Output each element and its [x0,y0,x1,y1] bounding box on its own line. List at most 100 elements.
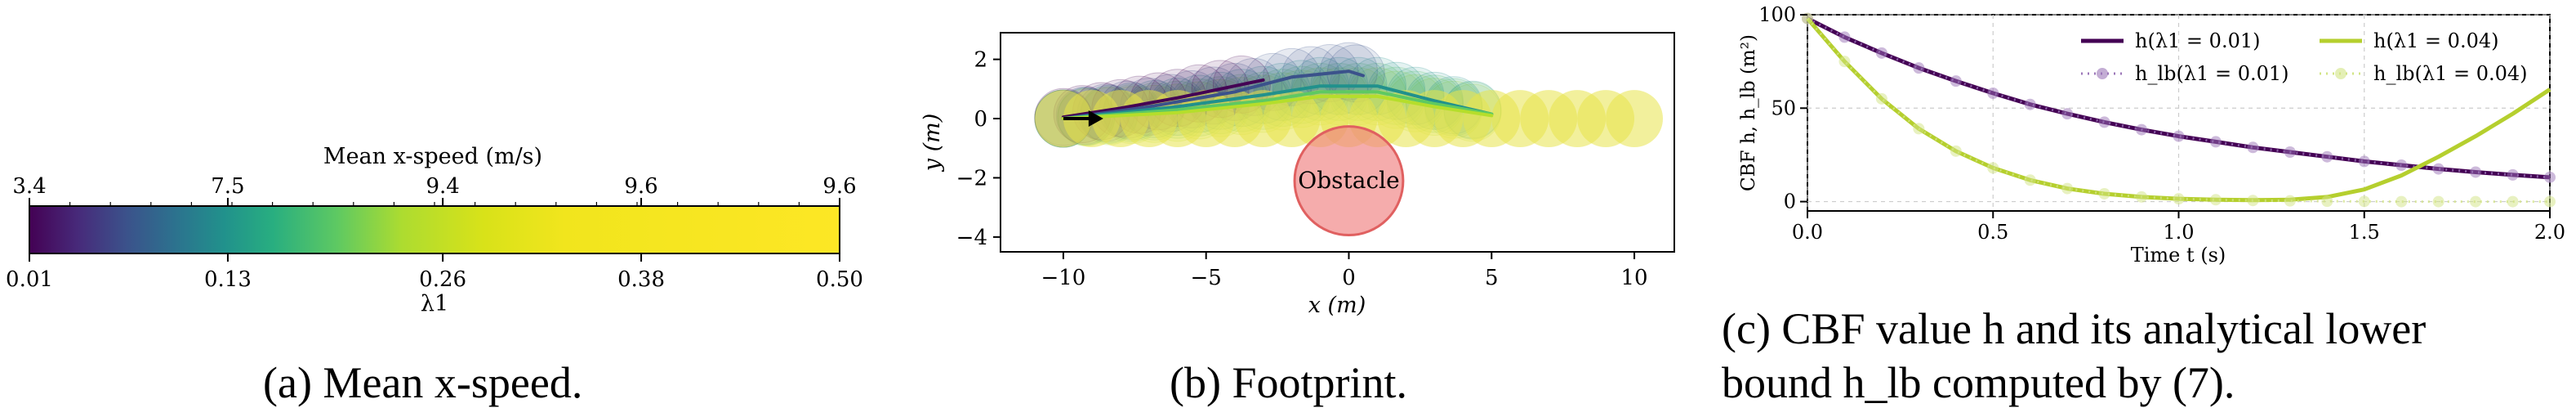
panel-b-footprint: Obstacle −10 −5 0 5 10 2 0 −2 −4 x (m) y (m) [920,32,1675,318]
cbf-series-marker [2470,195,2482,208]
footprint-xtick-label: −5 [1191,266,1222,290]
cbf-series-marker [1802,12,1813,25]
colorbar-top-tick-label: 9.6 [822,174,856,199]
cbf-series-marker [1987,162,1999,174]
cbf-series-marker [2284,146,2296,158]
footprint-ylabel: y (m) [920,114,945,173]
colorbar-top-tick-label: 9.6 [624,174,657,199]
legend-label: h(λ1 = 0.01) [2135,29,2260,52]
footprint-ytick-label: −4 [956,226,987,250]
cbf-series-dotted [1807,17,2551,179]
caption-c-line1: (c) CBF value h and its analytical lower [1722,304,2427,353]
panel-c-cbf: 0.0 0.5 1.0 1.5 2.0 0 50 100 h(λ1 = 0.01) h_lb(λ… [1738,3,2565,267]
footprint-xtick-label: 10 [1621,266,1648,290]
cbf-series-marker [2209,136,2222,148]
cbf-series-dotted [1806,17,2550,204]
cbf-series-marker [2321,195,2333,208]
cbf-series-marker [2396,195,2408,208]
cbf-series-marker [2098,116,2110,128]
footprint-axes-frame [1000,32,1675,253]
cbf-ytick-label: 0 [1784,191,1796,213]
caption-a: (a) Mean x-speed. [263,358,583,407]
trajectory-line [1061,78,1265,119]
cbf-xtick-label: 2.0 [2534,221,2565,244]
footprint-ytick-label: 2 [974,48,987,73]
cbf-series-marker [2136,123,2148,136]
cbf-series-marker [2432,195,2445,208]
cbf-series-marker [2061,108,2074,120]
cbf-series-marker [2470,166,2482,178]
cbf-series-marker [1950,145,1962,157]
footprint-xtick-label: −10 [1041,266,1085,290]
footprint-circle [1606,90,1664,147]
cbf-series-marker [1913,123,1925,135]
cbf-series-marker [2432,163,2445,175]
cbf-series-marker [2247,141,2259,154]
colorbar-gradient [29,205,840,254]
cbf-series-marker [2061,182,2074,195]
cbf-series-marker [1838,56,1851,68]
legend-label: h_lb(λ1 = 0.01) [2135,62,2289,85]
cbf-series-marker [2247,195,2259,207]
cbf-series-marker [2098,187,2110,200]
trajectory-line [1061,84,1494,120]
legend-swatch-marker [2335,68,2346,79]
cbf-series-marker [2284,195,2296,207]
footprint-xtick-label: 5 [1485,266,1499,290]
cbf-series-marker [1875,92,1887,105]
cbf-series-marker [2173,130,2185,142]
cbf-xtick-label: 1.0 [2163,221,2194,244]
footprint-xtick-label: 0 [1342,266,1356,290]
colorbar-top-tick-label: 9.4 [426,174,459,199]
colorbar-bottom-tick-label: 0.26 [419,267,466,292]
footprint-ytick-label: −2 [956,166,987,191]
cbf-series-marker [1913,62,1925,74]
cbf-xlabel: Time t (s) [2131,244,2226,267]
panel-a-colorbar: Mean x-speed (m/s) λ1 3.4 7.5 9.4 9.6 9.6 0.… [6,144,863,316]
caption-b: (b) Footprint. [1170,358,1407,407]
cbf-ytick-label: 50 [1771,96,1796,119]
trajectory-line [1061,90,1494,120]
cbf-ytick-label: 100 [1758,3,1796,26]
legend-label: h_lb(λ1 = 0.04) [2373,62,2528,85]
cbf-xtick-label: 0.5 [1977,221,2008,244]
cbf-series-marker [2544,171,2556,183]
cbf-series-marker [2024,174,2036,186]
colorbar-bottom-tick-label: 0.50 [816,267,863,292]
colorbar-bottom-tick-label: 0.38 [617,267,665,292]
cbf-series-marker [2358,155,2370,168]
trajectory-line [1061,94,1494,120]
colorbar-top-tick-label: 3.4 [12,174,46,199]
cbf-series-marker [1950,75,1962,87]
cbf-xtick-label: 1.5 [2349,221,2380,244]
cbf-ylabel: CBF h, h_lb (m²) [1738,34,1759,191]
cbf-series-marker [2544,195,2556,208]
obstacle-label: Obstacle [1298,167,1399,194]
cbf-series-marker [1987,87,1999,99]
colorbar-xlabel: λ1 [421,291,448,316]
obstacle-circle [1293,125,1405,237]
cbf-xtick-label: 0.0 [1792,221,1823,244]
cbf-series-marker [2358,195,2370,208]
cbf-series-marker [1838,31,1851,43]
footprint-xlabel: x (m) [1308,293,1366,318]
cbf-series-marker [2209,194,2222,206]
colorbar-bottom-tick-label: 0.13 [204,267,252,292]
colorbar-bottom-tick-label: 0.01 [6,267,53,292]
footprint-ytick-label: 0 [974,107,987,132]
cbf-series-marker [2173,193,2185,205]
direction-arrowhead [1088,110,1103,128]
cbf-series-marker [2136,191,2148,203]
cbf-series-marker [2024,98,2036,110]
trajectory-line [1061,70,1365,120]
colorbar-title: Mean x-speed (m/s) [323,144,542,169]
legend-swatch-marker [2097,68,2108,79]
cbf-series-marker [1875,47,1887,59]
caption-c-line2: bound h_lb computed by (7). [1722,358,2235,407]
colorbar-top-tick-label: 7.5 [211,174,244,199]
cbf-series-marker [2507,195,2519,208]
cbf-series-marker [2507,168,2519,181]
cbf-series-marker [2396,159,2408,171]
legend-label: h(λ1 = 0.04) [2373,29,2498,52]
